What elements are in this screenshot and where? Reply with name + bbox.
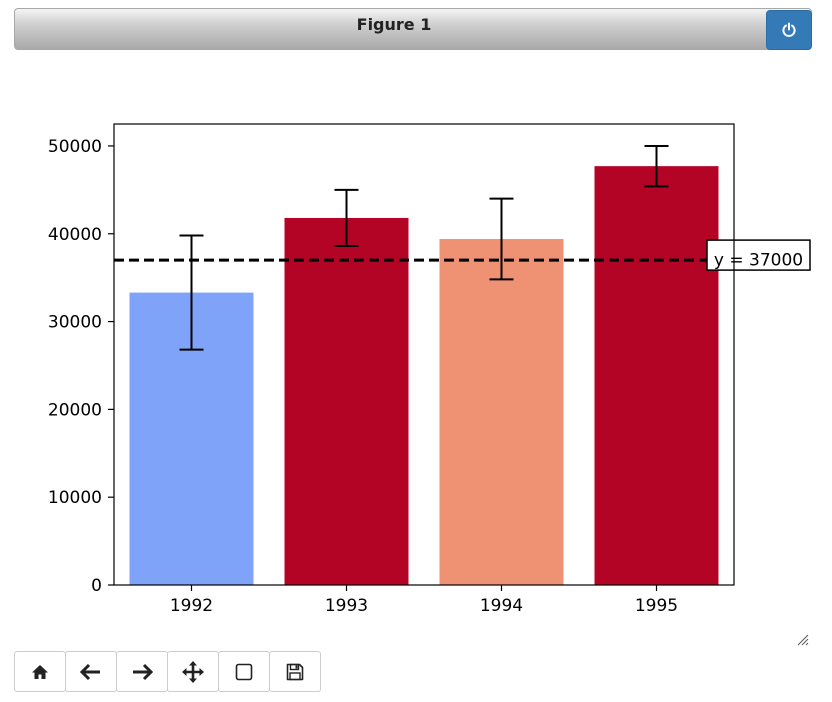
errorbar-1993 [334,188,359,248]
resize-grip[interactable] [797,634,809,646]
figure-titlebar: Figure 1 [14,8,812,50]
power-button[interactable] [766,10,812,50]
save-button[interactable] [269,651,321,692]
arrow-right-icon [133,663,153,680]
move-icon [182,660,204,683]
navigation-toolbar [14,651,321,693]
reference-label-box [706,239,811,271]
home-icon [32,664,48,679]
square-icon [235,663,253,680]
x-tick-label: 1995 [635,596,678,616]
bar-1994 [439,239,564,586]
pan-button[interactable] [167,651,219,692]
y-tick-label: 20000 [48,400,102,420]
errorbar-1995 [644,144,669,188]
y-tick-label: 30000 [48,313,102,333]
power-icon [782,22,796,37]
arrow-left-icon [80,663,100,680]
x-tick-label: 1994 [480,596,523,616]
errorbar-1994 [489,197,514,281]
zoom-button[interactable] [218,651,270,692]
forward-button[interactable] [116,651,168,692]
bar-chart: y = 37000 0 10000 20000 30000 40000 50000 1992… [48,123,811,616]
y-tick-label: 40000 [48,225,102,245]
y-tick-label: 0 [91,576,102,596]
floppy-icon [286,663,304,680]
bar-1993 [284,217,409,586]
reference-label: y = 37000 [714,251,803,271]
y-tick-label: 10000 [48,488,102,508]
x-tick-label: 1993 [325,596,368,616]
axes-frame [113,123,735,586]
errorbar-1992 [179,234,204,351]
back-button[interactable] [65,651,117,692]
home-button[interactable] [14,651,66,692]
y-tick-label: 50000 [48,137,102,157]
x-tick-label: 1992 [170,596,213,616]
figure-title: Figure 1 [356,15,432,34]
bar-1995 [594,166,719,586]
